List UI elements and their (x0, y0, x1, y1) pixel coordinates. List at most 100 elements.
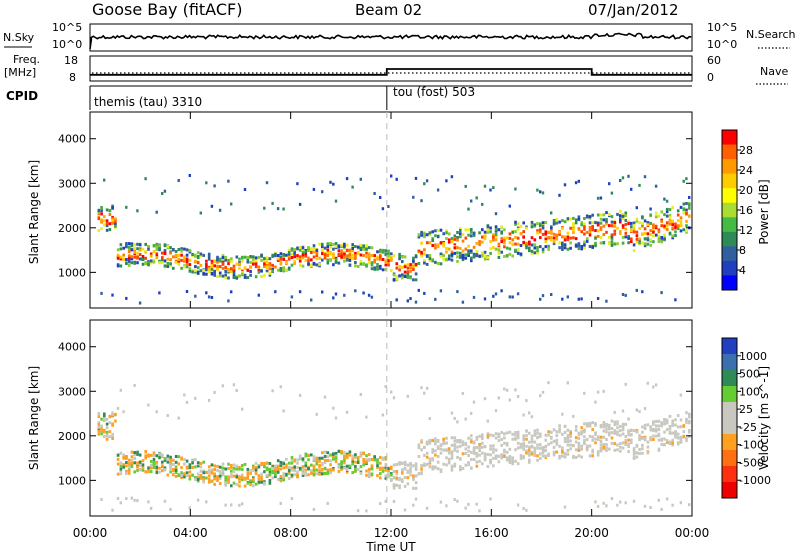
range-cell (550, 226, 553, 230)
range-cell (141, 258, 145, 261)
range-cell (649, 232, 652, 236)
range-cell (359, 243, 363, 247)
range-cell (608, 427, 611, 431)
range-cell (525, 399, 528, 403)
range-cell (679, 223, 683, 227)
range-cell (252, 477, 255, 481)
range-cell (514, 242, 517, 246)
range-cell (486, 465, 490, 468)
range-cell (431, 259, 434, 263)
range-cell (657, 448, 661, 452)
range-cell (594, 229, 597, 232)
range-cell (533, 251, 537, 255)
range-cell (483, 184, 487, 188)
range-cell (105, 437, 109, 441)
range-cell (232, 266, 236, 270)
freq-ytick-right-top: 60 (707, 54, 721, 67)
range-cell (428, 457, 432, 461)
range-cell (235, 475, 239, 479)
range-cell (665, 497, 669, 501)
range-cell (594, 437, 597, 441)
range-cell (301, 248, 305, 252)
range-cell (497, 460, 501, 464)
range-cell (169, 463, 172, 467)
range-cell (447, 447, 451, 451)
range-cell (475, 454, 479, 458)
range-cell (224, 273, 227, 277)
range-cell (103, 178, 106, 182)
range-cell (379, 461, 382, 465)
range-cell (596, 213, 600, 217)
range-cell (97, 209, 101, 213)
range-cell (354, 251, 357, 255)
range-cell (125, 497, 128, 500)
range-cell (528, 440, 531, 444)
range-cell (125, 242, 128, 246)
range-cell (163, 189, 167, 193)
range-cell (287, 256, 291, 259)
range-cell (494, 454, 498, 458)
range-cell (268, 462, 272, 465)
colorbar-tick-label: -25 (739, 421, 757, 434)
range-cell (343, 259, 346, 263)
range-cell (621, 441, 625, 445)
range-cell (243, 188, 247, 191)
range-cell (390, 258, 393, 262)
range-cell (591, 448, 594, 452)
range-cell (577, 436, 581, 440)
range-cell (274, 464, 277, 468)
range-cell (436, 467, 440, 471)
range-cell (547, 433, 550, 437)
range-cell (321, 451, 324, 455)
freq-panel-frame (89, 55, 693, 82)
range-cell (442, 439, 445, 443)
range-cell (442, 242, 445, 246)
range-cell (525, 246, 528, 250)
range-cell (445, 257, 448, 261)
range-cell (367, 257, 371, 261)
range-cell (610, 436, 614, 440)
range-cell (494, 448, 498, 452)
range-cell (505, 246, 509, 250)
range-cell (155, 460, 159, 464)
range-cell (602, 421, 606, 424)
range-cell (508, 241, 512, 245)
range-cell (439, 500, 443, 504)
range-cell (376, 250, 379, 254)
range-cell (249, 471, 252, 475)
range-cell (588, 434, 592, 438)
range-cell (544, 454, 548, 458)
range-cell (547, 452, 550, 456)
range-cell (136, 452, 139, 456)
x-tick-label: 00:00 (73, 526, 108, 540)
range-cell (563, 246, 567, 250)
colorbar-tick-label: 8 (739, 244, 746, 257)
range-cell (605, 430, 608, 434)
range-cell (621, 432, 625, 436)
range-cell (370, 295, 374, 299)
range-cell (530, 452, 534, 456)
range-cell (125, 245, 128, 249)
range-cell (379, 255, 382, 259)
range-cell (627, 430, 630, 434)
range-cell (279, 467, 283, 471)
range-cell (682, 430, 686, 434)
range-cell (130, 462, 134, 465)
range-cell (503, 236, 506, 240)
range-cell (621, 176, 625, 180)
range-cell (657, 240, 661, 243)
range-cell (365, 460, 368, 464)
range-cell (147, 261, 150, 265)
range-cell (608, 224, 611, 228)
range-cell (216, 260, 219, 264)
range-cell (111, 437, 114, 440)
range-cell (395, 462, 399, 466)
range-cell (652, 427, 655, 431)
range-cell (246, 476, 250, 480)
range-cell (456, 499, 459, 503)
range-cell (660, 507, 663, 511)
range-cell (530, 437, 534, 441)
range-cell (252, 466, 255, 470)
range-cell (296, 466, 299, 470)
range-cell (254, 482, 258, 486)
